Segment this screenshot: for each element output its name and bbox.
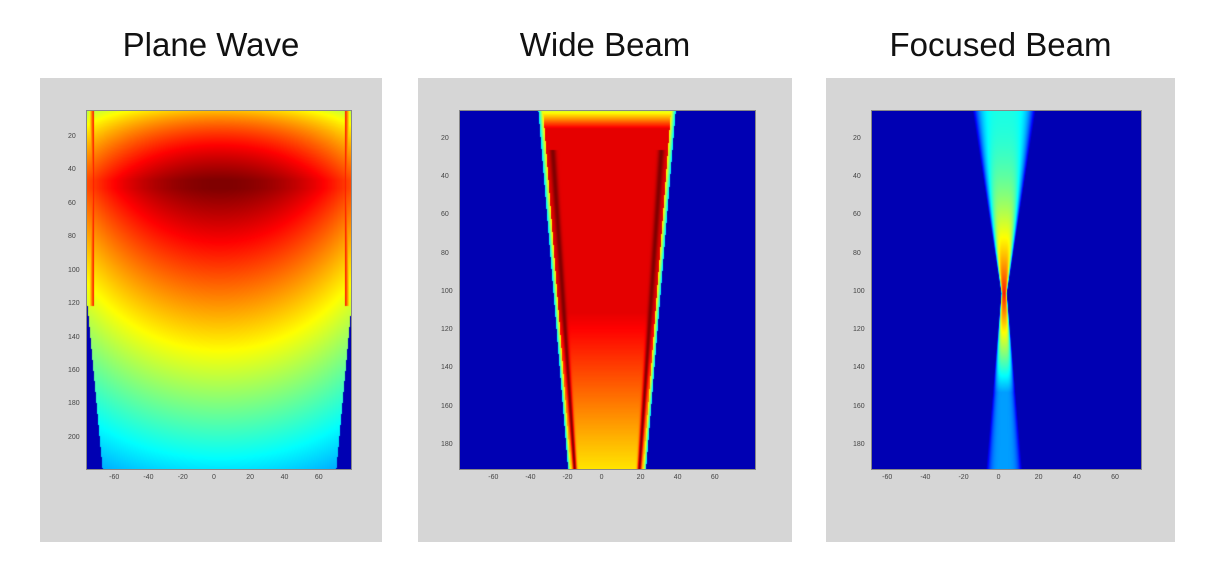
heatmap-canvas [872,111,1141,469]
title-focused-beam: Focused Beam [889,26,1112,63]
x-tick-label: -20 [958,474,969,481]
x-tick-label: -40 [143,474,154,481]
y-tick-label: 140 [441,364,453,372]
x-tick-label: 0 [996,474,1001,481]
y-tick-label: 60 [853,211,861,219]
x-tick-label: 0 [212,474,216,481]
heatmap-canvas [87,111,351,469]
y-tick-label: 180 [441,441,453,449]
heatmap-canvas [460,111,755,469]
x-tick-label: -20 [177,474,188,481]
heatmap-focused-beam [871,110,1142,470]
y-tick-label: 100 [441,287,453,295]
x-tick-label: 40 [280,474,289,481]
y-tick-label: 100 [68,266,80,274]
heatmap-wide-beam [459,110,756,470]
title-wide-beam: Wide Beam [519,26,691,63]
y-tick-label: 40 [441,173,449,180]
x-tick-label: 40 [1072,474,1081,481]
x-tick-label: -40 [920,474,931,481]
x-tick-label: 60 [710,474,719,481]
y-tick-label: 160 [853,402,865,410]
y-tick-label: 180 [853,441,865,449]
x-tick-label: 20 [246,474,255,481]
y-tick-label: 80 [68,233,76,241]
y-tick-label: 200 [68,433,80,441]
x-tick-label: -60 [488,474,499,481]
y-tick-label: 40 [853,173,861,180]
x-tick-label: 20 [636,474,645,481]
x-tick-label: 60 [1111,474,1119,481]
x-tick-label: 40 [673,474,682,481]
y-tick-label: 60 [68,199,76,207]
y-tick-label: 20 [68,132,76,140]
y-tick-label: 160 [68,366,80,374]
y-tick-label: 160 [441,402,453,410]
x-tick-label: -40 [525,474,536,481]
y-tick-label: 120 [853,326,865,334]
y-tick-label: 140 [68,333,80,341]
y-tick-label: 20 [853,134,861,142]
heatmap-plane-wave [86,110,352,470]
title-plane-wave: Plane Wave [122,26,300,63]
y-tick-label: 100 [853,287,865,295]
x-tick-label: -20 [562,474,573,481]
y-tick-label: 140 [853,364,865,372]
y-tick-label: 60 [441,211,449,219]
y-tick-label: 80 [441,249,449,257]
y-tick-label: 20 [441,134,449,142]
x-tick-label: 0 [599,474,604,481]
y-tick-label: 120 [68,300,80,308]
x-tick-label: -60 [109,474,120,481]
x-tick-label: 60 [314,474,323,481]
y-tick-label: 180 [68,400,80,408]
x-tick-label: -60 [882,474,893,481]
y-tick-label: 80 [853,249,861,257]
y-tick-label: 40 [68,166,76,174]
x-tick-label: 20 [1034,474,1043,481]
y-tick-label: 120 [441,326,453,334]
